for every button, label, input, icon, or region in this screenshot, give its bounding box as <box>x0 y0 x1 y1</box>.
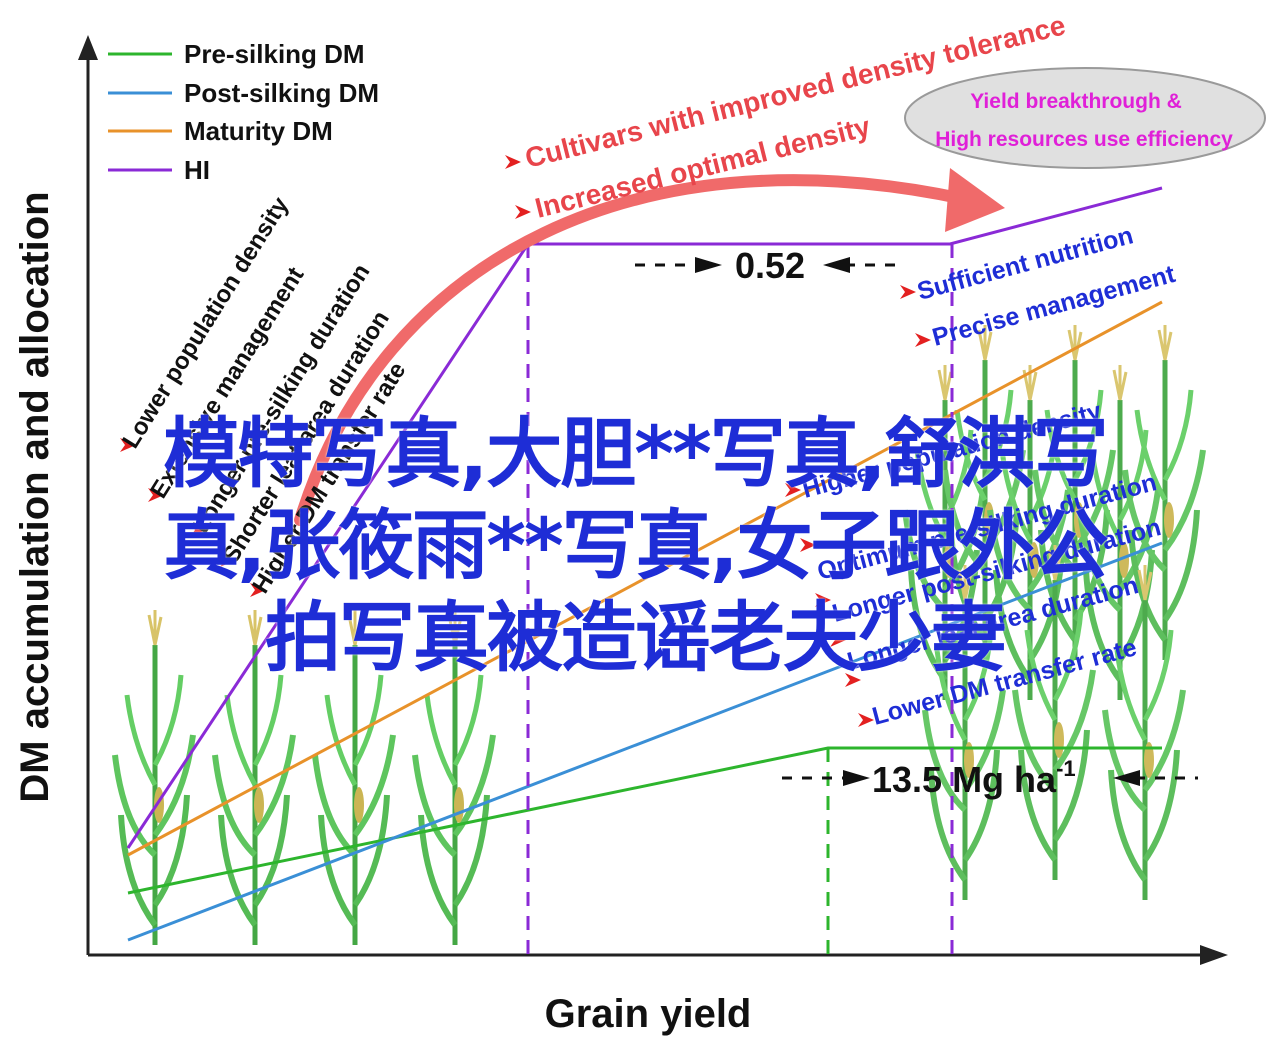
hi-line <box>126 186 1163 849</box>
red-pointer-icon <box>900 285 916 299</box>
axes <box>78 35 1228 965</box>
x-axis-label: Grain yield <box>545 992 752 1036</box>
legend: Pre-silking DM Post-silking DM Maturity … <box>108 39 379 185</box>
yield-unit-superscript: -1 <box>1056 756 1076 781</box>
y-axis-label: DM accumulation and allocation <box>13 191 57 802</box>
red-pointer-icon <box>515 205 531 219</box>
yield-value: 13.5 Mg ha <box>872 759 1057 800</box>
post-silking-line <box>127 541 1163 942</box>
legend-label-post-silking: Post-silking DM <box>184 78 379 108</box>
yield-value-annotation: 13.5 Mg ha-1 <box>782 756 1198 800</box>
overlay-line-3: 拍写真被造谣老夫少妻 <box>265 593 1007 682</box>
goal-ellipse: Yield breakthrough & High resources use … <box>904 67 1266 169</box>
svg-text:13.5 Mg ha-1: 13.5 Mg ha-1 <box>872 756 1076 800</box>
curved-arrow-icon <box>294 174 996 526</box>
legend-label-maturity: Maturity DM <box>184 116 333 146</box>
red-pointer-icon <box>505 155 521 169</box>
right-factors-top: Sufficient nutrition Precise management <box>900 221 1179 352</box>
curved-arrow-head <box>945 168 1005 232</box>
hi-value-annotation: 0.52 <box>635 245 905 286</box>
legend-label-hi: HI <box>184 155 210 185</box>
goal-line-2: High resources use efficiency <box>935 128 1233 151</box>
legend-label-pre-silking: Pre-silking DM <box>184 39 365 69</box>
maturity-line <box>127 300 1163 857</box>
overlay-watermark: 模特写真,大胆**写真,舒淇写 真,张筱雨**写真,女子跟外公 拍写真被造谣老夫… <box>20 408 1250 684</box>
overlay-line-1: 模特写真,大胆**写真,舒淇写 <box>163 409 1108 498</box>
hi-value: 0.52 <box>735 245 805 286</box>
goal-line-1: Yield breakthrough & <box>970 90 1182 113</box>
red-pointer-icon <box>915 333 931 347</box>
overlay-line-2: 真,张筱雨**写真,女子跟外公 <box>163 501 1108 590</box>
